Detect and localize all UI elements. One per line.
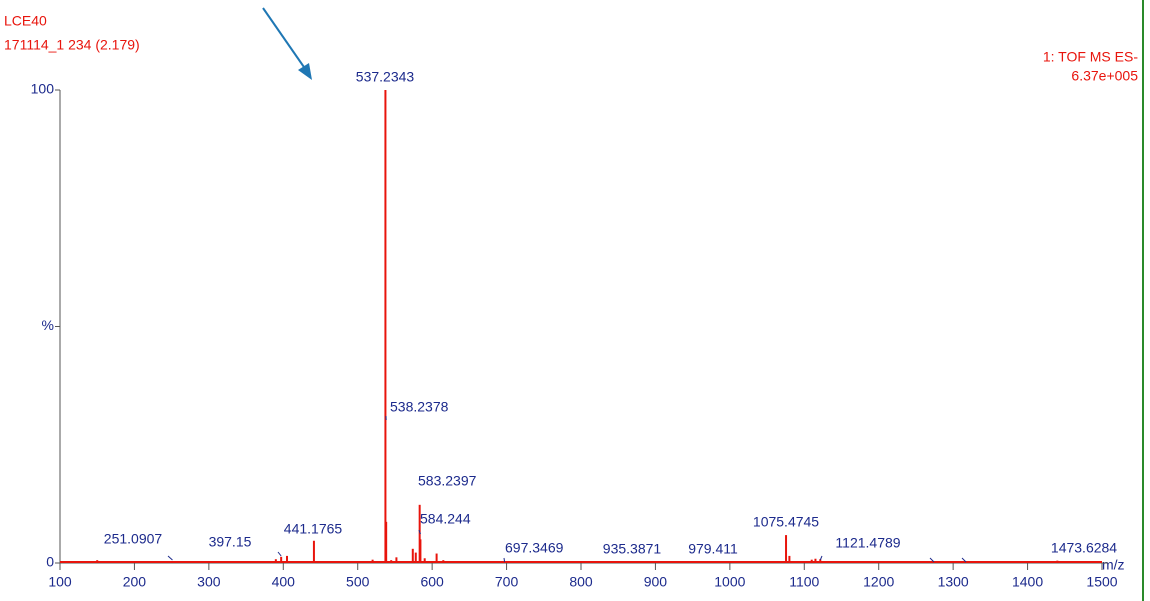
annotation: 1: TOF MS ES-	[1043, 49, 1139, 65]
x-tick-label: 1200	[863, 574, 894, 590]
x-tick-label: 1300	[938, 574, 969, 590]
label-connector	[819, 555, 823, 561]
x-tick-label: 1500	[1086, 574, 1117, 590]
x-tick-label: 200	[123, 574, 147, 590]
peak-label: 1121.4789	[835, 535, 900, 551]
peak-label: 1473.6284	[1051, 540, 1117, 556]
label-connector	[961, 557, 967, 563]
x-tick-label: 600	[420, 574, 444, 590]
chart-title: LCE40	[4, 13, 47, 29]
x-tick-label: 900	[644, 574, 668, 590]
x-tick-label: 400	[272, 574, 296, 590]
y-tick-label: %	[42, 317, 54, 333]
peak-label: 979.411	[688, 541, 738, 557]
peak-label: 584.244	[420, 511, 471, 527]
peak-label: 538.2378	[390, 399, 449, 415]
x-tick-label: 1100	[789, 574, 819, 590]
annotation: 6.37e+005	[1071, 68, 1138, 84]
peak-label: 397.15	[209, 534, 252, 550]
x-tick-label: 1400	[1012, 574, 1043, 590]
peak-label: 537.2343	[356, 69, 415, 85]
peak-label: 935.3871	[603, 541, 662, 557]
y-tick-label: 0	[46, 554, 54, 570]
x-tick-label: 300	[197, 574, 221, 590]
label-connector	[277, 551, 282, 557]
chart-subtitle: 171114_1 234 (2.179)	[4, 37, 140, 53]
x-axis-label: m/z	[1102, 557, 1125, 573]
y-tick-label: 100	[31, 81, 55, 97]
peak-label: 697.3469	[505, 540, 564, 556]
x-tick-label: 100	[48, 574, 72, 590]
arrow	[262, 7, 312, 80]
label-connector	[418, 529, 421, 535]
label-connector	[167, 555, 173, 561]
label-connector	[929, 557, 935, 563]
x-tick-label: 700	[495, 574, 519, 590]
peak-label: 1075.4745	[753, 514, 819, 530]
label-connector	[503, 557, 506, 563]
peak-label: 583.2397	[418, 473, 477, 489]
x-tick-label: 1000	[714, 574, 745, 590]
x-tick-label: 500	[346, 574, 370, 590]
peak-label: 251.0907	[104, 531, 163, 547]
x-tick-label: 800	[569, 574, 593, 590]
peak-label: 441.1765	[284, 521, 343, 537]
